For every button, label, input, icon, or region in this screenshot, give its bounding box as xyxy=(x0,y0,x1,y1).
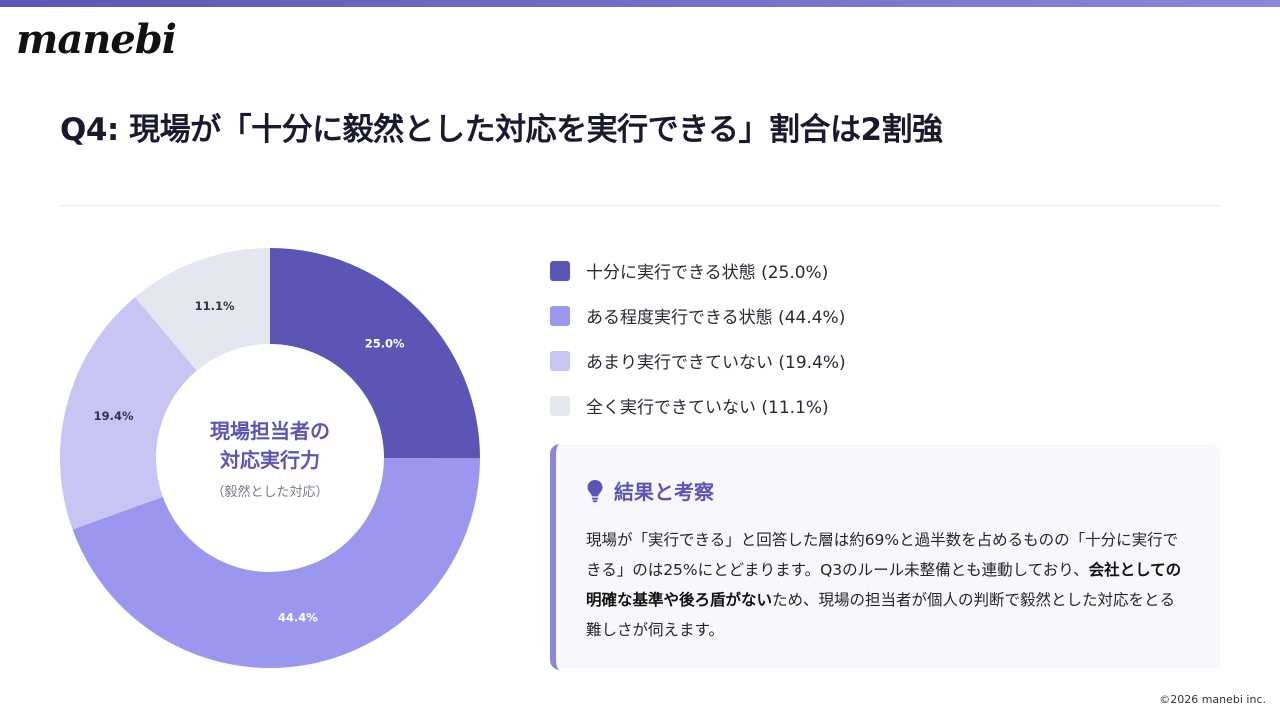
legend-label: 全く実行できていない (11.1%) xyxy=(586,398,829,418)
legend-swatch xyxy=(550,260,570,281)
legend-label: 十分に実行できる状態 (25.0%) xyxy=(586,263,829,283)
copyright: ©2026 manebi inc. xyxy=(1159,693,1266,706)
donut-data-label: 44.4% xyxy=(278,611,318,625)
brand-logo: manebi xyxy=(16,16,177,63)
title-divider xyxy=(60,205,1220,206)
insight-text: 現場が「実行できる」と回答した層は約69%と過半数を占めるものの「十分に実行でき… xyxy=(586,525,1184,645)
donut-chart-svg: 25.0% 44.4% 19.4% 11.1% xyxy=(59,248,480,669)
legend-swatch xyxy=(550,350,570,371)
insight-text-after: ため、現場の担当者が個人の判断で毅然とした対応をとる難しさが伺えます。 xyxy=(586,591,1176,639)
donut-data-label: 11.1% xyxy=(195,299,235,313)
top-accent-bar xyxy=(0,0,1280,7)
legend-label: ある程度実行できる状態 (44.4%) xyxy=(586,308,846,328)
legend-item: 十分に実行できる状態 (25.0%) xyxy=(550,248,846,293)
donut-data-label: 19.4% xyxy=(94,409,134,423)
legend-label: あまり実行できていない (19.4%) xyxy=(586,353,846,373)
donut-slice xyxy=(72,458,480,669)
legend-item: 全く実行できていない (11.1%) xyxy=(550,383,846,428)
insight-text-emphasis: 会社としての明確な基準や後ろ盾がない xyxy=(586,561,1182,609)
insight-title: 結果と考察 xyxy=(614,480,714,504)
donut-slice xyxy=(59,297,197,530)
legend-item: あまり実行できていない (19.4%) xyxy=(550,338,846,383)
slide-title: Q4: 現場が「十分に毅然とした対応を実行できる」割合は2割強 xyxy=(60,112,943,148)
legend-swatch xyxy=(550,305,570,326)
insight-card: 結果と考察 現場が「実行できる」と回答した層は約69%と過半数を占めるものの「十… xyxy=(550,444,1220,670)
donut-slice xyxy=(135,248,270,371)
legend-item: ある程度実行できる状態 (44.4%) xyxy=(550,293,846,338)
donut-data-label: 25.0% xyxy=(365,337,405,351)
donut-slice xyxy=(270,248,480,459)
lightbulb-icon xyxy=(587,479,603,502)
insight-text-before: 現場が「実行できる」と回答した層は約69%と過半数を占めるものの「十分に実行でき… xyxy=(586,531,1179,579)
insight-header: 結果と考察 xyxy=(586,476,1184,505)
legend-swatch xyxy=(550,395,570,416)
donut-chart: 25.0% 44.4% 19.4% 11.1% 現場担当者の 対応実行力 （毅然とした… xyxy=(50,238,490,678)
chart-legend: 十分に実行できる状態 (25.0%) ある程度実行できる状態 (44.4%) あ… xyxy=(550,248,846,428)
